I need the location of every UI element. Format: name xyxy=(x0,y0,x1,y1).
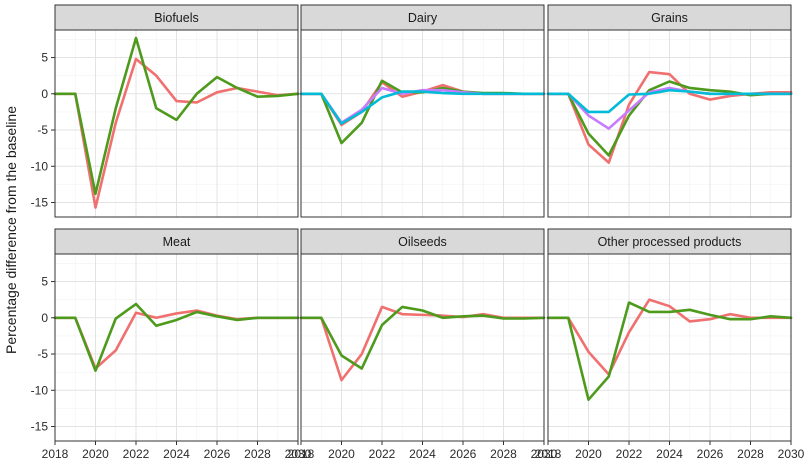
facet-title: Meat xyxy=(163,235,191,249)
facet-panel: Biofuels 5 0 -5 -10 -15 xyxy=(31,4,300,218)
series-line-cyan xyxy=(299,90,546,125)
x-tick-label: 2022 xyxy=(369,447,396,461)
facet-title: Oilseeds xyxy=(398,235,447,249)
facet-panel: Grains xyxy=(546,4,793,218)
x-tick-label: 2020 xyxy=(575,447,602,461)
y-tick-label: -5 xyxy=(37,347,48,361)
y-axis-title: Percentage difference from the baseline xyxy=(3,106,19,354)
facet-panel: Other processed products 2018 2020 2022 2024… xyxy=(535,228,805,461)
facet-title: Other processed products xyxy=(598,235,742,249)
y-tick-label: 0 xyxy=(41,311,48,325)
y-tick-label: -15 xyxy=(31,420,49,434)
x-tick-label: 2030 xyxy=(778,447,805,461)
facet-panel: Dairy xyxy=(299,4,546,218)
x-tick-label: 2024 xyxy=(409,447,436,461)
panel-border xyxy=(300,29,545,218)
series-line-green xyxy=(53,302,300,372)
x-tick-label: 2026 xyxy=(697,447,724,461)
facet-panel: Oilseeds 2018 2020 2022 2024 2026 2028 2030 xyxy=(288,228,558,461)
y-tick-label: -10 xyxy=(31,383,49,397)
facet-strip xyxy=(547,4,792,31)
x-tick-label: 2026 xyxy=(204,447,231,461)
panel-border xyxy=(54,29,299,218)
series-line-green xyxy=(53,36,300,196)
x-tick-label: 2018 xyxy=(288,447,315,461)
facet-strip xyxy=(54,4,299,31)
y-tick-label: 5 xyxy=(41,51,48,65)
panel-border xyxy=(547,29,792,218)
series-line-green xyxy=(299,305,546,370)
x-tick-label: 2018 xyxy=(42,447,69,461)
facet-panel: Meat 5 0 -5 -10 -15 2018 2020 2022 2024 2026 2028 20… xyxy=(31,228,312,461)
x-tick-label: 2022 xyxy=(123,447,150,461)
facet-strip xyxy=(300,228,545,255)
x-tick-label: 2028 xyxy=(490,447,517,461)
x-tick-label: 2022 xyxy=(616,447,643,461)
x-tick-label: 2028 xyxy=(737,447,764,461)
series-line-cyan xyxy=(546,88,793,114)
facet-title: Dairy xyxy=(408,11,438,25)
x-tick-label: 2030 xyxy=(531,447,558,461)
facet-strip xyxy=(547,228,792,255)
x-tick-label: 2020 xyxy=(82,447,109,461)
facet-strip xyxy=(300,4,545,31)
y-tick-label: -10 xyxy=(31,159,49,173)
x-tick-label: 2026 xyxy=(450,447,477,461)
y-tick-label: 5 xyxy=(41,275,48,289)
series-line-green xyxy=(546,80,793,157)
series-line-green xyxy=(546,301,793,401)
x-tick-label: 2020 xyxy=(328,447,355,461)
facet-title: Biofuels xyxy=(154,11,198,25)
x-tick-label: 2030 xyxy=(285,447,312,461)
y-tick-label: -5 xyxy=(37,123,48,137)
y-tick-label: -15 xyxy=(31,196,49,210)
x-tick-label: 2018 xyxy=(535,447,562,461)
y-tick-label: 0 xyxy=(41,87,48,101)
x-tick-label: 2028 xyxy=(244,447,271,461)
x-tick-label: 2024 xyxy=(163,447,190,461)
facet-strip xyxy=(54,228,299,255)
series-line-red xyxy=(546,298,793,376)
facet-title: Grains xyxy=(651,11,688,25)
series-line-red xyxy=(53,57,300,209)
x-tick-label: 2024 xyxy=(656,447,683,461)
